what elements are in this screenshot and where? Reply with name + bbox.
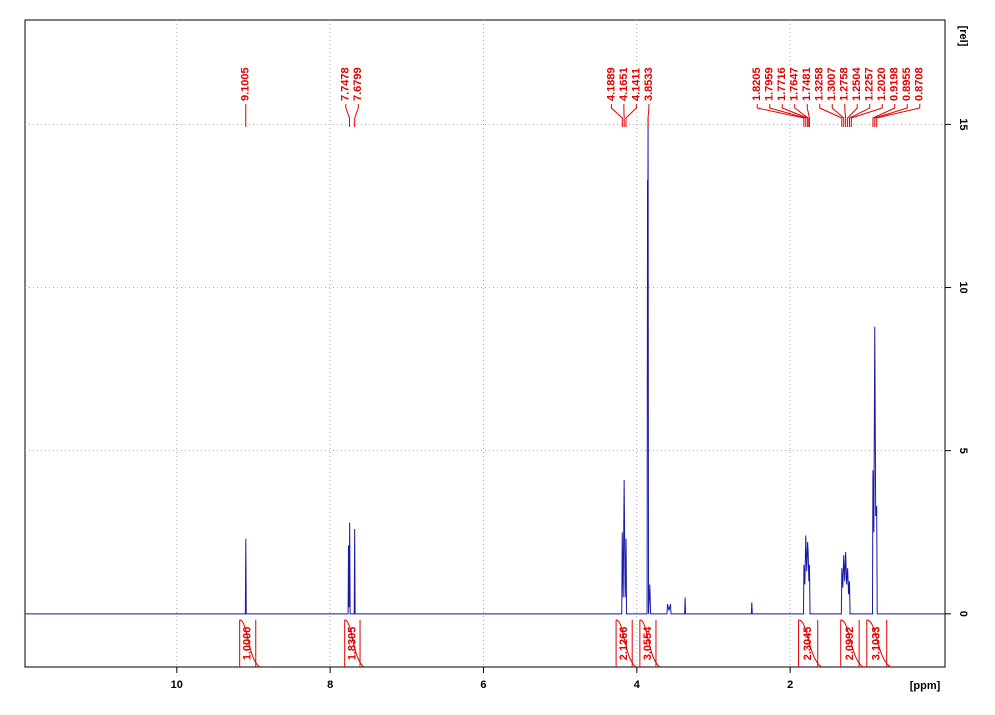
peak-label: 1.8205 [751, 67, 763, 101]
peak-label: 4.1411 [630, 68, 642, 101]
peak-marker [872, 104, 896, 127]
integral-label: 2.3045 [802, 627, 814, 661]
peak-label: 4.1889 [605, 67, 617, 101]
peak-label: 1.2758 [839, 67, 851, 101]
peak-label: 7.7478 [340, 67, 352, 101]
peak-label: 1.7647 [789, 67, 801, 101]
integral-label: 2.1266 [618, 627, 630, 661]
peak-marker [848, 104, 871, 127]
peak-marker [647, 104, 650, 127]
peak-label: 3.8533 [643, 67, 655, 101]
peak-label: 1.7959 [764, 67, 776, 101]
y-axis-label: [rel] [957, 26, 969, 47]
y-tick-label: 5 [957, 448, 969, 454]
integral-curve [344, 619, 365, 668]
peak-label: 1.2020 [876, 67, 888, 101]
peak-marker [844, 104, 847, 127]
integral-curve [615, 619, 637, 668]
peak-label: 1.3007 [826, 67, 838, 101]
peak-label: 0.8708 [914, 67, 926, 101]
integral-curve [866, 619, 892, 668]
peak-marker [610, 104, 623, 127]
peak-marker [806, 104, 810, 127]
peak-marker [850, 104, 883, 127]
peak-marker [876, 104, 921, 127]
peak-label: 0.9198 [889, 67, 901, 101]
peak-marker [794, 104, 809, 127]
peak-label: 4.1651 [618, 67, 630, 101]
spectrum-line [25, 117, 945, 615]
peak-marker [819, 104, 843, 127]
peak-marker [874, 104, 908, 127]
peak-label: 1.2257 [864, 67, 876, 101]
peak-marker [756, 104, 805, 127]
peak-marker [769, 104, 807, 127]
y-tick-label: 0 [957, 611, 969, 617]
peak-label: 1.7481 [801, 67, 813, 101]
integral-curve [239, 619, 261, 668]
peak-label: 1.7716 [776, 67, 788, 101]
x-tick-label: 10 [171, 679, 183, 691]
integral-curve [798, 619, 823, 668]
peak-label: 7.6799 [352, 67, 364, 101]
peak-label: 9.1005 [240, 67, 252, 101]
x-tick-label: 6 [480, 679, 486, 691]
peak-label: 1.3258 [814, 67, 826, 101]
integral-curve [840, 619, 864, 668]
y-tick-label: 15 [957, 118, 969, 130]
peak-marker [831, 104, 845, 127]
x-axis-label: [ppm] [910, 680, 941, 692]
integral-curve [639, 619, 661, 668]
integral-label: 1.0000 [242, 627, 254, 661]
peak-marker [847, 104, 858, 127]
integral-label: 1.8305 [346, 627, 358, 661]
peak-marker [781, 104, 809, 127]
x-tick-label: 4 [634, 679, 641, 691]
peak-marker [345, 104, 350, 127]
x-tick-label: 8 [327, 679, 333, 691]
peak-label: 1.2504 [851, 66, 863, 101]
peak-marker [625, 104, 637, 127]
integral-label: 3.0554 [642, 626, 654, 661]
integral-label: 3.1033 [871, 627, 883, 661]
x-tick-label: 2 [787, 679, 793, 691]
plot-frame [24, 19, 946, 668]
y-tick-label: 10 [957, 281, 969, 293]
peak-marker [354, 104, 359, 127]
peak-label: 0.8955 [901, 67, 913, 101]
integral-label: 2.0992 [844, 627, 856, 661]
